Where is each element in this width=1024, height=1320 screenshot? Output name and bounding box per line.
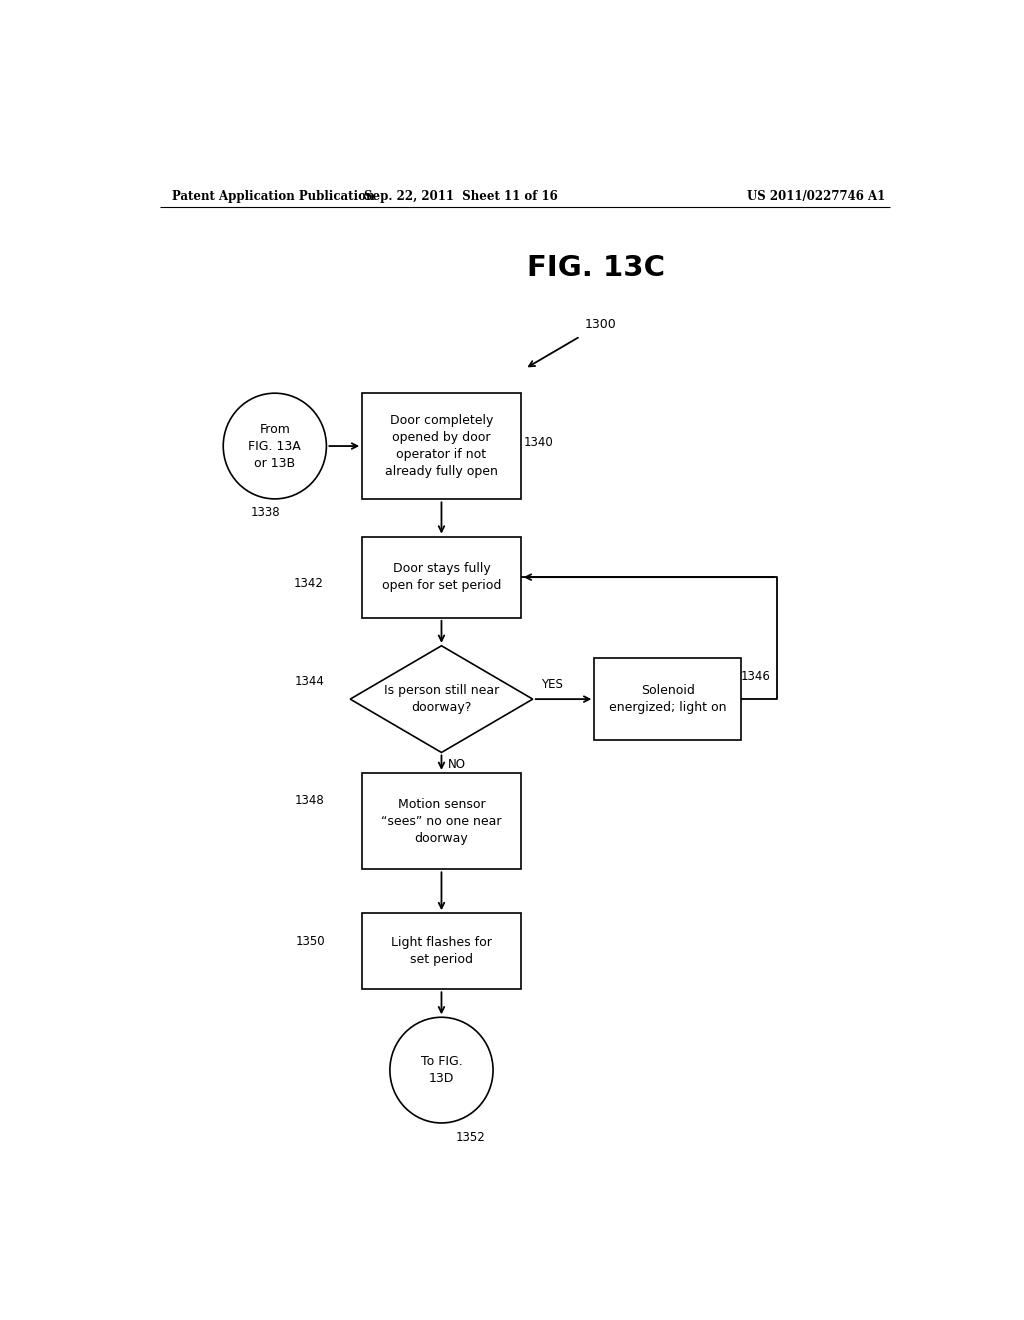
Text: From
FIG. 13A
or 13B: From FIG. 13A or 13B [249,422,301,470]
Text: 1346: 1346 [740,669,770,682]
Text: Light flashes for
set period: Light flashes for set period [391,936,492,966]
Bar [362,913,521,989]
Text: Door completely
opened by door
operator if not
already fully open: Door completely opened by door operator … [385,414,498,478]
Bar [362,536,521,618]
Bar [594,659,741,739]
Text: Sep. 22, 2011  Sheet 11 of 16: Sep. 22, 2011 Sheet 11 of 16 [365,190,558,202]
Text: Solenoid
energized; light on: Solenoid energized; light on [609,684,726,714]
Text: Door stays fully
open for set period: Door stays fully open for set period [382,562,501,593]
Text: FIG. 13C: FIG. 13C [527,255,666,282]
Text: 1348: 1348 [295,795,325,808]
Text: 1342: 1342 [294,577,324,590]
Text: 1352: 1352 [456,1131,485,1144]
Text: To FIG.
13D: To FIG. 13D [421,1055,463,1085]
Ellipse shape [390,1018,494,1123]
Bar [362,772,521,870]
Ellipse shape [223,393,327,499]
Text: Is person still near
doorway?: Is person still near doorway? [384,684,499,714]
Text: 1340: 1340 [523,437,553,450]
Polygon shape [350,645,532,752]
Text: US 2011/0227746 A1: US 2011/0227746 A1 [748,190,886,202]
Bar [362,392,521,499]
Text: Motion sensor
“sees” no one near
doorway: Motion sensor “sees” no one near doorway [381,797,502,845]
Text: 1300: 1300 [585,318,616,331]
Text: 1338: 1338 [251,506,281,519]
Text: NO: NO [447,758,466,771]
Text: 1350: 1350 [295,935,325,948]
Text: 1344: 1344 [295,676,325,688]
Text: YES: YES [541,678,562,690]
Text: Patent Application Publication: Patent Application Publication [172,190,374,202]
